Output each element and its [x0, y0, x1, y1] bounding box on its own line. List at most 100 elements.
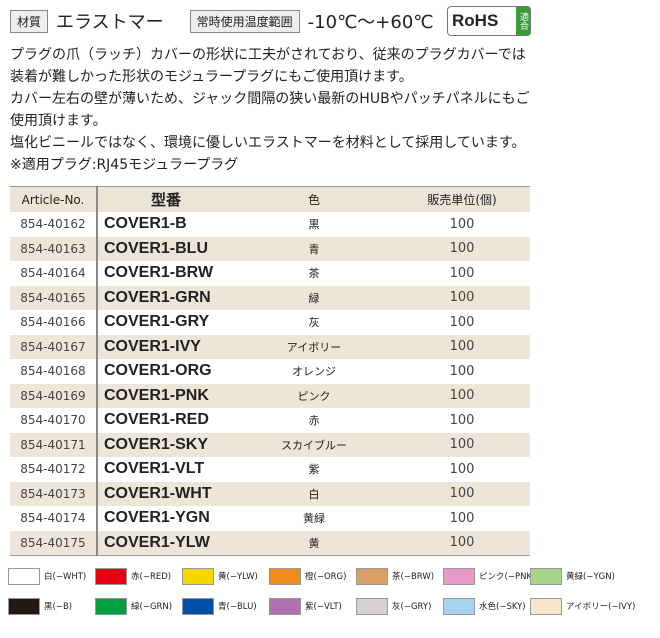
- model: COVER1-BLU: [97, 236, 234, 261]
- legend-item: 灰(−GRY): [356, 596, 443, 616]
- legend-label: 水色(−SKY): [479, 602, 526, 612]
- description-line: 塩化ビニールではなく、環境に優しいエラストマーを材料として採用しています。: [10, 135, 526, 151]
- color-swatch: [269, 567, 301, 585]
- legend-item: 赤(−RED): [95, 566, 182, 586]
- color: 黄緑: [303, 512, 325, 526]
- color-swatch: [443, 567, 475, 585]
- color-swatch: [182, 597, 214, 615]
- model: COVER1-RED: [104, 411, 209, 429]
- color-swatch: [95, 567, 127, 585]
- table-row: 854-40170 COVER1-RED 赤 100: [10, 408, 530, 433]
- color: 青: [234, 236, 394, 261]
- legend-item: アイボリー(−IVY): [530, 596, 635, 616]
- temp-tag: 常時使用温度範囲: [189, 9, 300, 33]
- quantity: 100: [449, 510, 475, 526]
- article-no: 854-40167: [10, 334, 98, 359]
- legend-label: 紫(−VLT): [305, 602, 342, 612]
- legend-label: 黒(−B): [44, 602, 73, 612]
- table-row: 854-40166 COVER1-GRY 灰 100: [10, 310, 530, 335]
- legend-label: 橙(−ORG): [305, 572, 347, 582]
- quantity: 100: [394, 432, 530, 457]
- quantity: 100: [449, 461, 475, 477]
- legend-item: 茶(−BRW): [356, 566, 443, 586]
- quantity: 100: [394, 285, 530, 310]
- quantity: 100: [449, 363, 475, 379]
- article-no: 854-40169: [10, 383, 98, 408]
- color-swatch: [443, 597, 475, 615]
- color-swatch: [8, 567, 40, 585]
- quantity: 100: [394, 383, 530, 408]
- legend-item: 水色(−SKY): [443, 596, 530, 616]
- model: COVER1-GRN: [97, 285, 234, 310]
- legend-label: 黄緑(−YGN): [566, 572, 615, 582]
- description-line: ※適用プラグ:RJ45モジュラープラグ: [10, 157, 239, 173]
- article-no: 854-40170: [10, 408, 98, 433]
- legend-item: 黄(−YLW): [182, 566, 269, 586]
- table-row: 854-40169 COVER1-PNK ピンク 100: [10, 383, 530, 408]
- quantity: 100: [449, 216, 475, 232]
- color: ピンク: [234, 383, 394, 408]
- article-no: 854-40172: [10, 457, 98, 482]
- table-row: 854-40167 COVER1-IVY アイボリー 100: [10, 334, 530, 359]
- description-line: カバー左右の壁が薄いため、ジャック間隔の狭い最新のHUBやパッチパネルにもご使用…: [10, 91, 530, 129]
- legend-row: 白(−WHT) 赤(−RED) 黄(−YLW) 橙(−ORG) 茶(−BRW) ピンク(−…: [8, 566, 658, 586]
- color-swatch: [530, 597, 562, 615]
- model: COVER1-WHT: [97, 481, 234, 506]
- header-row: Article-No. 型番 色 販売単位(個): [10, 186, 530, 212]
- color-swatch: [530, 567, 562, 585]
- quantity: 100: [449, 412, 475, 428]
- color: 黄: [234, 530, 394, 556]
- quantity: 100: [394, 530, 530, 556]
- color-swatch: [269, 597, 301, 615]
- color-swatch: [356, 597, 388, 615]
- color-legend: 白(−WHT) 赤(−RED) 黄(−YLW) 橙(−ORG) 茶(−BRW) ピンク(−…: [8, 566, 658, 626]
- model: COVER1-YLW: [97, 530, 234, 556]
- color: 黒: [308, 218, 320, 232]
- color-swatch: [95, 597, 127, 615]
- article-no: 854-40173: [10, 481, 98, 506]
- column-header: Article-No.: [10, 186, 98, 212]
- spec-row: 材質 エラストマー 常時使用温度範囲 -10℃～+60℃: [10, 6, 460, 36]
- color: オレンジ: [292, 365, 336, 379]
- article-no: 854-40166: [10, 310, 98, 335]
- material-tag: 材質: [10, 9, 49, 33]
- quantity: 100: [449, 314, 475, 330]
- rohs-badge: RoHS 適合: [447, 6, 531, 36]
- description: プラグの爪（ラッチ）カバーの形状に工夫がされており、従来のプラグカバーでは装着が…: [10, 44, 535, 176]
- model: COVER1-YGN: [104, 509, 210, 527]
- color: 茶: [308, 267, 320, 281]
- product-table: Article-No. 型番 色 販売単位(個) 854-40162 COVER1…: [10, 186, 530, 556]
- model: COVER1-ORG: [104, 362, 212, 380]
- column-header: 型番: [97, 186, 234, 212]
- article-no: 854-40164: [10, 261, 98, 286]
- article-no: 854-40163: [10, 236, 98, 261]
- article-no: 854-40168: [10, 359, 98, 384]
- model: COVER1-SKY: [97, 432, 234, 457]
- description-line: プラグの爪（ラッチ）カバーの形状に工夫がされており、従来のプラグカバーでは装着が…: [10, 47, 526, 85]
- legend-item: 紫(−VLT): [269, 596, 356, 616]
- article-no: 854-40175: [10, 530, 98, 556]
- color: 灰: [308, 316, 320, 330]
- model: COVER1-PNK: [97, 383, 234, 408]
- legend-item: 青(−BLU): [182, 596, 269, 616]
- legend-label: 青(−BLU): [218, 602, 257, 612]
- legend-label: 黄(−YLW): [218, 572, 258, 582]
- table-row: 854-40174 COVER1-YGN 黄緑 100: [10, 506, 530, 531]
- table-row: 854-40163 COVER1-BLU 青 100: [10, 236, 530, 261]
- legend-item: 黒(−B): [8, 596, 95, 616]
- quantity: 100: [394, 236, 530, 261]
- table-row: 854-40165 COVER1-GRN 緑 100: [10, 285, 530, 310]
- color: スカイブルー: [234, 432, 394, 457]
- color: 白: [234, 481, 394, 506]
- table-row: 854-40164 COVER1-BRW 茶 100: [10, 261, 530, 286]
- rohs-ok: 適合: [516, 7, 530, 35]
- column-header: 販売単位(個): [394, 186, 530, 212]
- model: COVER1-BRW: [104, 264, 214, 282]
- rohs-text: RoHS: [452, 11, 499, 30]
- temp: -10℃～+60℃: [307, 12, 434, 33]
- column-header: 色: [234, 186, 394, 212]
- legend-label: 茶(−BRW): [392, 572, 435, 582]
- article-no: 854-40162: [10, 212, 98, 237]
- table-row: 854-40173 COVER1-WHT 白 100: [10, 481, 530, 506]
